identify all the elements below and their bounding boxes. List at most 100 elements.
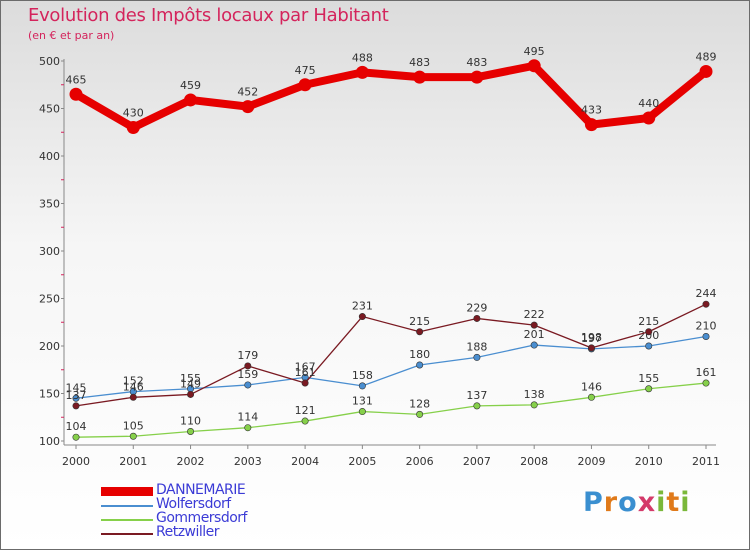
x-tick-label: 2010 xyxy=(635,455,663,468)
data-label: 155 xyxy=(180,372,201,385)
data-point xyxy=(244,362,252,370)
data-point xyxy=(587,344,595,352)
data-label: 475 xyxy=(295,64,316,77)
logo-letter: x xyxy=(637,487,657,518)
data-label: 459 xyxy=(180,79,201,92)
legend-label: Retzwiller xyxy=(156,524,220,540)
data-label: 465 xyxy=(66,73,87,86)
data-point xyxy=(530,401,538,409)
x-tick-label: 2005 xyxy=(348,455,376,468)
data-point xyxy=(470,70,484,84)
series-line-dannemarie xyxy=(73,61,709,132)
data-point xyxy=(241,100,255,114)
data-point xyxy=(72,402,80,410)
data-label: 488 xyxy=(352,51,373,64)
data-label: 198 xyxy=(581,331,602,344)
logo-letter: o xyxy=(618,487,638,518)
data-label: 452 xyxy=(237,86,258,99)
series-line-gommersdorf xyxy=(75,382,707,438)
data-label: 161 xyxy=(295,366,316,379)
data-point xyxy=(645,385,653,393)
y-tick-label: 450 xyxy=(39,103,60,116)
x-tick-label: 2002 xyxy=(177,455,205,468)
data-label: 137 xyxy=(466,389,487,402)
x-tick-label: 2008 xyxy=(520,455,548,468)
data-point xyxy=(298,78,312,92)
data-point xyxy=(129,432,137,440)
data-point xyxy=(473,402,481,410)
x-tick-label: 2009 xyxy=(577,455,605,468)
data-label: 146 xyxy=(581,380,602,393)
data-label: 483 xyxy=(409,56,430,69)
legend-item: DANNEMARIE xyxy=(101,482,301,499)
data-label: 244 xyxy=(696,287,717,300)
data-point xyxy=(702,332,710,340)
data-label: 179 xyxy=(237,349,258,362)
data-label: 197 xyxy=(581,332,602,345)
data-point xyxy=(527,59,541,73)
data-label: 433 xyxy=(581,104,602,117)
data-point xyxy=(645,328,653,336)
data-label: 149 xyxy=(180,377,201,390)
data-label: 152 xyxy=(123,375,144,388)
x-tick-label: 2003 xyxy=(234,455,262,468)
data-point xyxy=(72,394,80,402)
data-label: 131 xyxy=(352,395,373,408)
logo-letter: r xyxy=(603,487,619,518)
legend-item: Gommersdorf xyxy=(101,510,301,527)
legend-item: Retzwiller xyxy=(101,524,301,541)
data-label: 440 xyxy=(638,97,659,110)
legend-item: Wolfersdorf xyxy=(101,496,301,513)
data-label: 210 xyxy=(696,320,717,333)
data-label: 229 xyxy=(466,301,487,314)
data-point xyxy=(301,417,309,425)
data-label: 215 xyxy=(409,315,430,328)
legend-swatch xyxy=(101,505,153,507)
proxiti-logo: Proxiti xyxy=(583,487,691,518)
data-point xyxy=(244,424,252,432)
data-point xyxy=(699,64,713,78)
chart-subtitle: (en € et par an) xyxy=(28,29,115,42)
data-point xyxy=(358,313,366,321)
data-label: 155 xyxy=(638,372,659,385)
data-point xyxy=(72,433,80,441)
chart-title: Evolution des Impôts locaux par Habitant xyxy=(28,5,389,26)
y-tick-label: 500 xyxy=(39,55,60,68)
data-label: 222 xyxy=(524,308,545,321)
data-point xyxy=(244,381,252,389)
data-point xyxy=(358,408,366,416)
data-point xyxy=(129,393,137,401)
data-point xyxy=(645,342,653,350)
data-label: 104 xyxy=(66,420,87,433)
data-point xyxy=(587,393,595,401)
data-point xyxy=(126,121,140,134)
legend-swatch xyxy=(101,519,153,521)
data-label: 137 xyxy=(66,389,87,402)
series-line-retzwiller xyxy=(75,303,707,407)
data-label: 146 xyxy=(123,380,144,393)
logo-letter: t xyxy=(666,487,681,518)
data-label: 495 xyxy=(524,45,545,58)
x-tick-label: 2001 xyxy=(119,455,147,468)
data-point xyxy=(187,427,195,435)
data-point xyxy=(473,314,481,322)
data-point xyxy=(584,118,598,132)
data-label: 138 xyxy=(524,388,545,401)
data-label: 110 xyxy=(180,415,201,428)
data-point xyxy=(642,111,656,125)
data-label: 215 xyxy=(638,315,659,328)
data-label: 128 xyxy=(409,397,430,410)
legend-swatch xyxy=(101,487,153,496)
data-label: 121 xyxy=(295,404,316,417)
data-label: 489 xyxy=(696,50,717,63)
x-tick-label: 2004 xyxy=(291,455,319,468)
chart-legend: DANNEMARIE Wolfersdorf Gommersdorf Retzwill… xyxy=(101,482,301,541)
legend-swatch xyxy=(101,533,153,535)
y-tick-label: 300 xyxy=(39,245,60,258)
series-line-wolfersdorf xyxy=(75,335,707,399)
data-label: 145 xyxy=(66,381,87,394)
y-tick-label: 350 xyxy=(39,198,60,211)
data-point xyxy=(416,361,424,369)
